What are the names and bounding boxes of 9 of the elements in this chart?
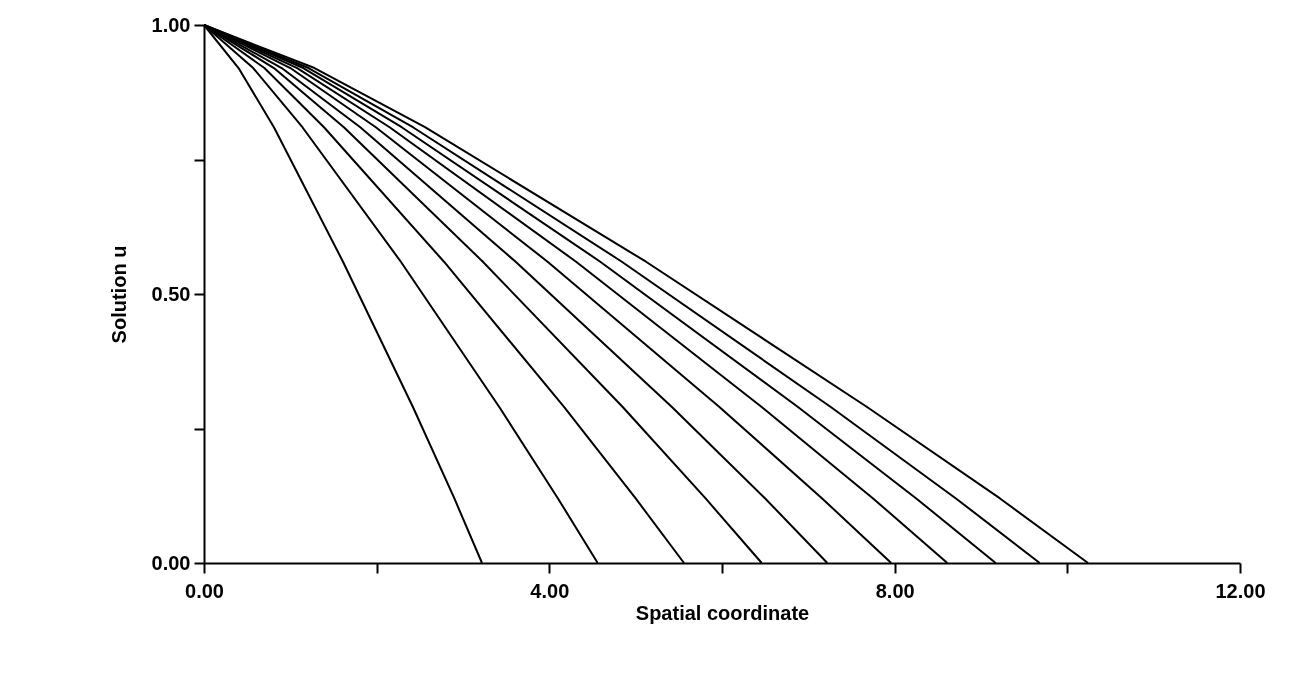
y-axis-title: Solution u bbox=[107, 245, 130, 344]
y-tick-label: 0.00 bbox=[151, 551, 191, 574]
x-tick-label: 4.00 bbox=[530, 579, 570, 602]
x-tick-label: 8.00 bbox=[875, 579, 915, 602]
y-tick-label: 1.00 bbox=[151, 13, 191, 36]
x-axis-title: Spatial coordinate bbox=[635, 601, 810, 624]
x-tick-label: 0.00 bbox=[185, 579, 224, 602]
y-tick-label: 0.50 bbox=[151, 282, 191, 305]
x-tick-label: 12.00 bbox=[1215, 579, 1266, 602]
